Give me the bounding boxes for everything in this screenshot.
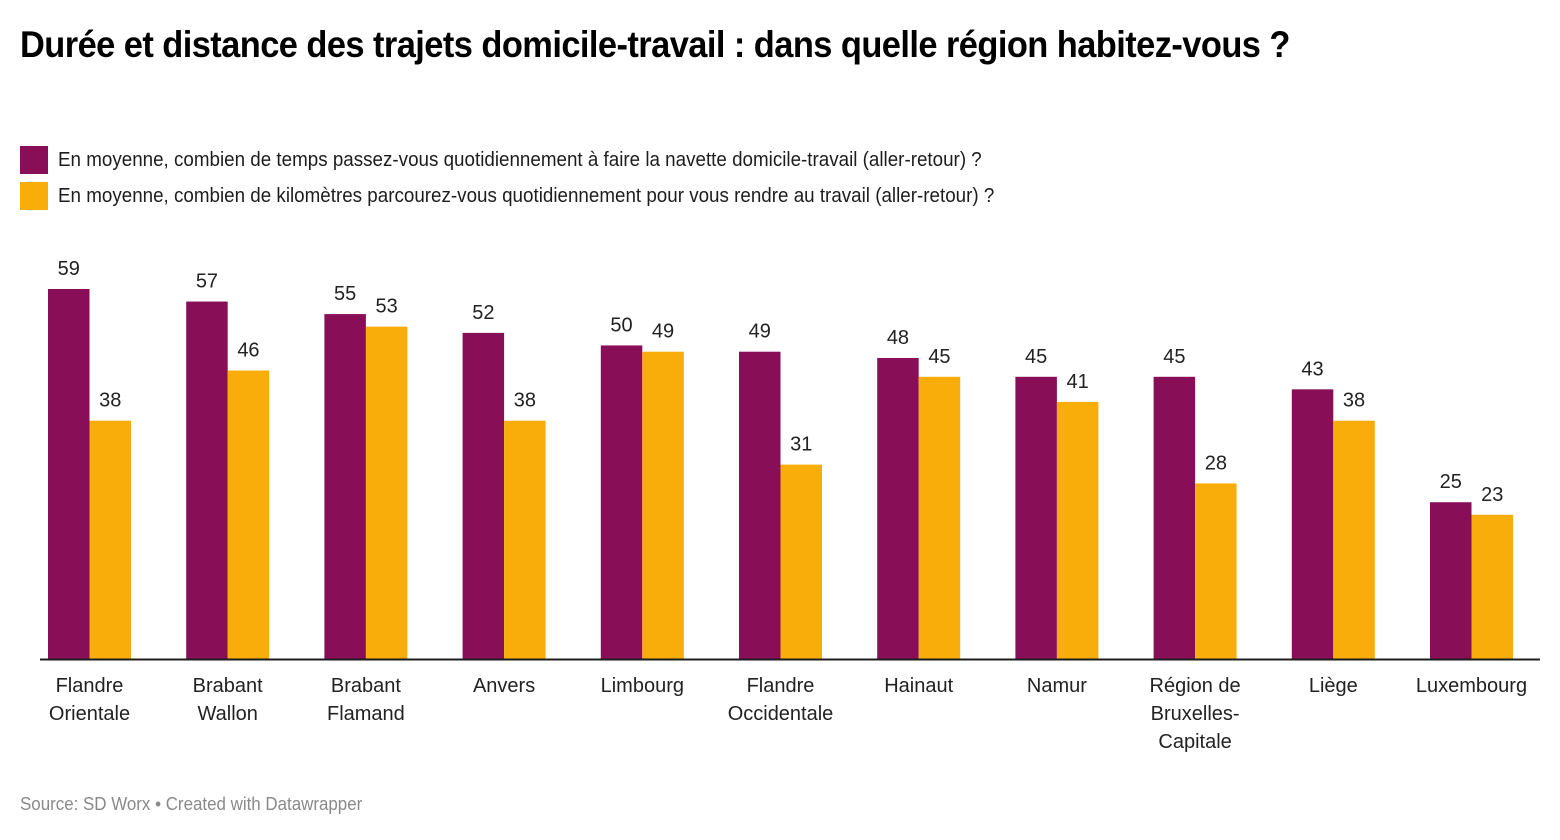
category-label: Limbourg — [601, 675, 684, 697]
bar-time — [600, 345, 643, 659]
category-label: Flandre Occidentale — [728, 675, 834, 725]
bar-distance — [227, 370, 270, 659]
data-label-time: 57 — [196, 271, 218, 293]
data-label-distance: 41 — [1067, 371, 1089, 393]
bar-group: 59 38 Flandre Orientale — [48, 258, 131, 725]
bar-group: 45 28 Région de Bruxelles-Capitale — [1150, 346, 1241, 753]
data-label-distance: 46 — [237, 340, 259, 362]
category-label: Anvers — [473, 675, 535, 697]
bar-distance — [1195, 483, 1237, 659]
bar-time — [48, 289, 90, 659]
bar-group: 48 45 Hainaut — [877, 327, 961, 697]
data-label-distance: 45 — [928, 346, 950, 368]
data-label-time: 55 — [334, 283, 356, 305]
bar-distance — [1056, 401, 1099, 659]
data-label-time: 45 — [1163, 346, 1185, 368]
legend-item-time: En moyenne, combien de temps passez-vous… — [20, 142, 1054, 178]
legend-label-time: En moyenne, combien de temps passez-vous… — [58, 148, 982, 171]
legend: En moyenne, combien de temps passez-vous… — [20, 142, 1054, 214]
bar-group: 55 53 Brabant Flamand — [324, 283, 408, 725]
category-label: Luxembourg — [1416, 675, 1527, 697]
bar-distance — [89, 420, 131, 659]
bar-distance — [365, 326, 408, 659]
bar-time — [186, 301, 228, 659]
legend-label-distance: En moyenne, combien de kilomètres parcou… — [58, 184, 995, 207]
data-label-distance: 38 — [514, 390, 536, 412]
bar-distance — [504, 420, 546, 659]
category-label: Namur — [1027, 675, 1087, 697]
bar-distance — [642, 351, 684, 659]
bar-distance — [1333, 420, 1375, 659]
data-label-distance: 49 — [652, 321, 674, 343]
bar-distance — [780, 464, 822, 659]
data-label-distance: 28 — [1205, 452, 1227, 474]
bar-time — [462, 332, 505, 659]
data-label-time: 50 — [610, 314, 632, 336]
source-footer: Source: SD Worx • Created with Datawrapp… — [20, 794, 363, 814]
data-label-distance: 38 — [99, 390, 121, 412]
category-label: Brabant Flamand — [327, 675, 405, 725]
category-label: Région de Bruxelles-Capitale — [1150, 675, 1241, 753]
data-label-time: 49 — [749, 321, 771, 343]
category-label: Brabant Wallon — [193, 675, 263, 725]
category-label: Hainaut — [884, 675, 953, 697]
data-label-time: 52 — [472, 302, 494, 324]
data-label-time: 45 — [1025, 346, 1047, 368]
data-label-distance: 38 — [1343, 390, 1365, 412]
bar-time — [1291, 389, 1334, 659]
bar-time — [739, 351, 781, 659]
bar-time — [877, 357, 919, 659]
category-label: Liège — [1309, 675, 1358, 697]
bar-group: 50 49 Limbourg — [601, 314, 684, 697]
bar-time — [1015, 376, 1057, 659]
data-label-time: 59 — [58, 258, 80, 280]
data-label-time: 43 — [1301, 358, 1323, 380]
bar-time — [1153, 376, 1196, 659]
data-label-distance: 53 — [376, 296, 398, 318]
bar-group: 43 38 Liège — [1291, 358, 1375, 697]
data-label-time: 48 — [887, 327, 909, 349]
bar-group: 25 23 Luxembourg — [1416, 471, 1527, 697]
bar-group: 57 46 Brabant Wallon — [186, 271, 270, 725]
bar-group: 49 31 Flandre Occidentale — [728, 321, 834, 725]
bar-group: 52 38 Anvers — [462, 302, 546, 697]
bar-group: 45 41 Namur — [1015, 346, 1099, 697]
bar-time — [1430, 502, 1472, 659]
data-label-distance: 31 — [790, 434, 812, 456]
data-label-distance: 23 — [1481, 484, 1503, 506]
legend-swatch-distance — [20, 182, 48, 210]
category-label: Flandre Orientale — [49, 675, 130, 725]
bar-distance — [918, 376, 961, 659]
bar-time — [324, 314, 366, 659]
chart-title: Durée et distance des trajets domicile-t… — [20, 24, 1290, 65]
bar-distance — [1471, 514, 1513, 659]
legend-item-distance: En moyenne, combien de kilomètres parcou… — [20, 178, 1054, 214]
legend-swatch-time — [20, 146, 48, 174]
data-label-time: 25 — [1440, 471, 1462, 493]
